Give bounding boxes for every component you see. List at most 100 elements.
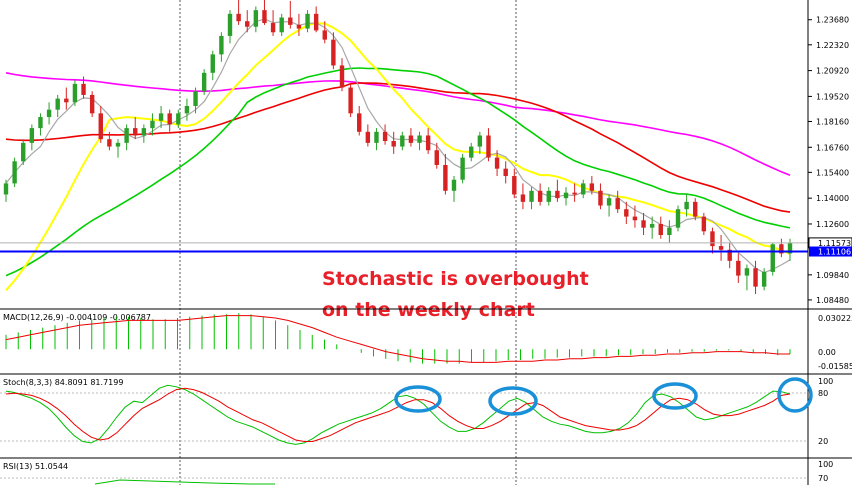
candle-body bbox=[313, 13, 319, 31]
candle-body bbox=[236, 13, 241, 22]
overbought-circle-3 bbox=[652, 382, 698, 410]
ma-gray bbox=[5, 18, 791, 274]
ma-magenta bbox=[5, 72, 791, 177]
candle-body bbox=[270, 23, 276, 33]
candle-body bbox=[227, 13, 233, 36]
candle-body bbox=[727, 249, 732, 261]
candle-body bbox=[391, 141, 396, 147]
candle-body bbox=[12, 161, 17, 184]
support-price-badge-text: 1.11106 bbox=[818, 248, 851, 257]
candle-body bbox=[305, 13, 310, 29]
candle-body bbox=[219, 35, 224, 55]
candle-body bbox=[710, 231, 715, 247]
price-tick-label: 1.19520 bbox=[816, 92, 849, 101]
candle-body bbox=[417, 135, 422, 143]
candle-body bbox=[288, 17, 293, 25]
candle-body bbox=[546, 190, 551, 202]
candle-body bbox=[115, 142, 121, 147]
overbought-circle-1 bbox=[394, 385, 442, 413]
candle-body bbox=[382, 131, 388, 142]
candle-body bbox=[718, 246, 724, 250]
price-tick-label: 1.14000 bbox=[816, 194, 849, 203]
candle-body bbox=[684, 201, 689, 210]
price-tick-label: 1.12600 bbox=[816, 220, 849, 229]
ma-green bbox=[5, 67, 791, 277]
overbought-circle-4 bbox=[777, 377, 813, 413]
candle-body bbox=[89, 94, 95, 114]
candle-body bbox=[572, 192, 577, 195]
candle-body bbox=[158, 113, 164, 121]
candle-body bbox=[201, 72, 207, 92]
candle-body bbox=[624, 209, 629, 217]
price-tick-label: 1.20920 bbox=[816, 67, 849, 76]
candle-body bbox=[632, 216, 638, 221]
candle-body bbox=[29, 128, 35, 143]
price-tick-label: 1.22320 bbox=[816, 41, 849, 50]
candle-body bbox=[641, 220, 646, 228]
stoch-tick-100: 100 bbox=[818, 377, 833, 386]
candle-body bbox=[64, 98, 69, 103]
current-price-badge-text: 1.11573 bbox=[818, 239, 851, 248]
support-price-badge bbox=[809, 246, 852, 257]
candle-body bbox=[589, 183, 595, 191]
candle-body bbox=[434, 150, 439, 165]
price-tick-label: 1.18160 bbox=[816, 117, 849, 126]
candle-body bbox=[3, 183, 9, 195]
macd-label: MACD(12,26,9) -0.004109 -0.006787 bbox=[3, 313, 151, 322]
rsi-pane: RSI(13) 51.0544 100 70 bbox=[0, 457, 852, 485]
candle-body bbox=[667, 227, 672, 236]
macd-tick-zero: 0.00 bbox=[818, 348, 836, 357]
candle-body bbox=[494, 157, 500, 169]
stoch-tick-80: 80 bbox=[818, 389, 828, 398]
candle-body bbox=[649, 223, 655, 228]
price-axis: 1.23680 1.22320 1.20920 1.19520 1.18160 1.167… bbox=[807, 0, 852, 485]
candle-body bbox=[150, 120, 155, 129]
macd-tick-top: 0.030223 bbox=[818, 314, 852, 323]
candle-body bbox=[520, 194, 526, 202]
candle-body bbox=[55, 98, 60, 110]
candle-body bbox=[193, 91, 198, 106]
candle-body bbox=[124, 128, 129, 143]
candle-body bbox=[107, 139, 112, 147]
candle-body bbox=[503, 168, 508, 177]
macd-tick-bottom: -0.015857 bbox=[818, 362, 852, 371]
price-tick-label: 1.09840 bbox=[816, 271, 849, 280]
candle-body bbox=[736, 260, 741, 276]
candlesticks bbox=[3, 0, 793, 295]
candle-body bbox=[606, 198, 612, 206]
rsi-label: RSI(13) 51.0544 bbox=[3, 462, 68, 471]
rsi-tick-70: 70 bbox=[818, 474, 828, 483]
price-pane: Stochastic is overbought on the weekly c… bbox=[0, 0, 808, 485]
candle-body bbox=[253, 10, 259, 27]
candle-body bbox=[348, 87, 353, 114]
candle-body bbox=[512, 176, 517, 195]
annotation-line-1: Stochastic is overbought bbox=[322, 268, 589, 290]
stochastic-pane: Stoch(8,3,3) 84.8091 81.7199 100 80 20 bbox=[0, 373, 852, 446]
candle-body bbox=[443, 164, 448, 191]
rsi-tick-100: 100 bbox=[818, 460, 833, 469]
candle-body bbox=[563, 192, 569, 199]
candle-body bbox=[184, 105, 190, 114]
candle-body bbox=[761, 271, 767, 287]
candle-body bbox=[555, 190, 560, 199]
candle-body bbox=[400, 135, 405, 147]
stoch-signal-line bbox=[5, 387, 791, 442]
candle-body bbox=[81, 83, 86, 95]
candle-body bbox=[693, 201, 698, 217]
candle-body bbox=[451, 179, 457, 191]
candle-body bbox=[779, 244, 784, 254]
candle-body bbox=[598, 190, 603, 206]
candle-body bbox=[658, 223, 663, 236]
candle-body bbox=[529, 190, 534, 202]
candle-body bbox=[357, 113, 362, 132]
candle-body bbox=[176, 113, 181, 125]
overbought-circle-2 bbox=[488, 386, 538, 416]
candle-body bbox=[753, 268, 758, 287]
candle-body bbox=[141, 128, 147, 136]
price-tick-label: 1.16760 bbox=[816, 143, 849, 152]
candle-body bbox=[279, 17, 284, 33]
stoch-tick-20: 20 bbox=[818, 437, 828, 446]
candle-body bbox=[262, 10, 267, 24]
candle-body bbox=[133, 128, 138, 136]
